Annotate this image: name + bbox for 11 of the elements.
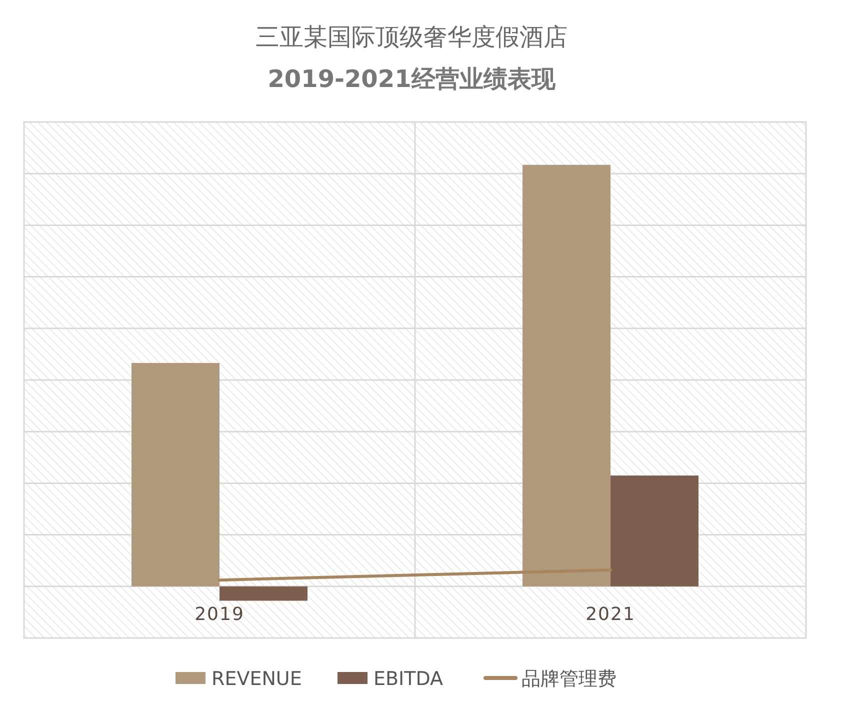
chart-subtitle: 2019-2021经营业绩表现 [268, 65, 556, 93]
legend-label: 品牌管理费 [522, 668, 616, 690]
bar [220, 586, 308, 601]
x-tick-label: 2019 [194, 604, 244, 625]
bar [132, 362, 220, 586]
legend-label: REVENUE [212, 668, 302, 690]
bar [610, 476, 698, 586]
chart-title: 三亚某国际顶级奢华度假酒店 [256, 23, 568, 51]
legend-label: EBITDA [374, 668, 444, 690]
x-tick-label: 2021 [586, 604, 636, 625]
bar [522, 164, 610, 586]
